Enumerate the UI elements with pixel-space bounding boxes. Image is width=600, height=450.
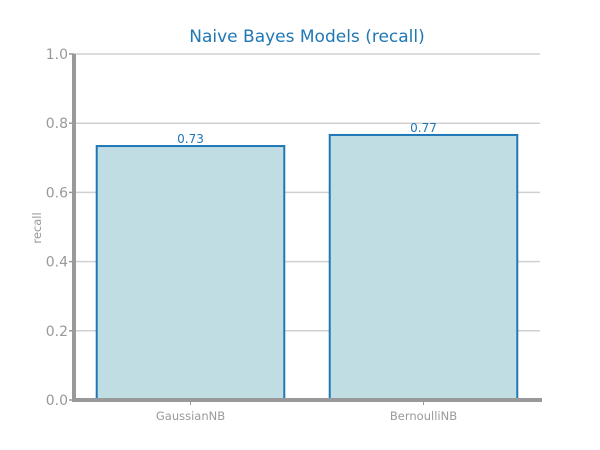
y-axis-label: recall (30, 212, 44, 243)
bars (95, 133, 519, 402)
y-tick-label: 0.0 (46, 393, 68, 409)
y-tick-label: 0.2 (46, 324, 68, 340)
value-labels: 0.73 0.77 (177, 121, 437, 146)
bar-value-label: 0.73 (177, 132, 204, 146)
chart-title: Naive Bayes Models (recall) (189, 27, 425, 47)
axes (72, 54, 542, 402)
bar-value-label: 0.77 (410, 121, 437, 135)
y-tick-label: 0.4 (46, 255, 68, 271)
x-tick-labels: GaussianNB BernoulliNB (156, 400, 457, 423)
y-tick-label: 1.0 (46, 47, 68, 63)
x-tick-label: GaussianNB (156, 409, 225, 423)
y-tick-label: 0.6 (46, 185, 68, 201)
x-tick-label: BernoulliNB (390, 409, 457, 423)
y-tick-label: 0.8 (46, 116, 68, 132)
bar (95, 145, 286, 401)
bar (328, 133, 519, 402)
y-tick-labels: 0.0 0.2 0.4 0.6 0.8 1.0 (46, 47, 68, 409)
